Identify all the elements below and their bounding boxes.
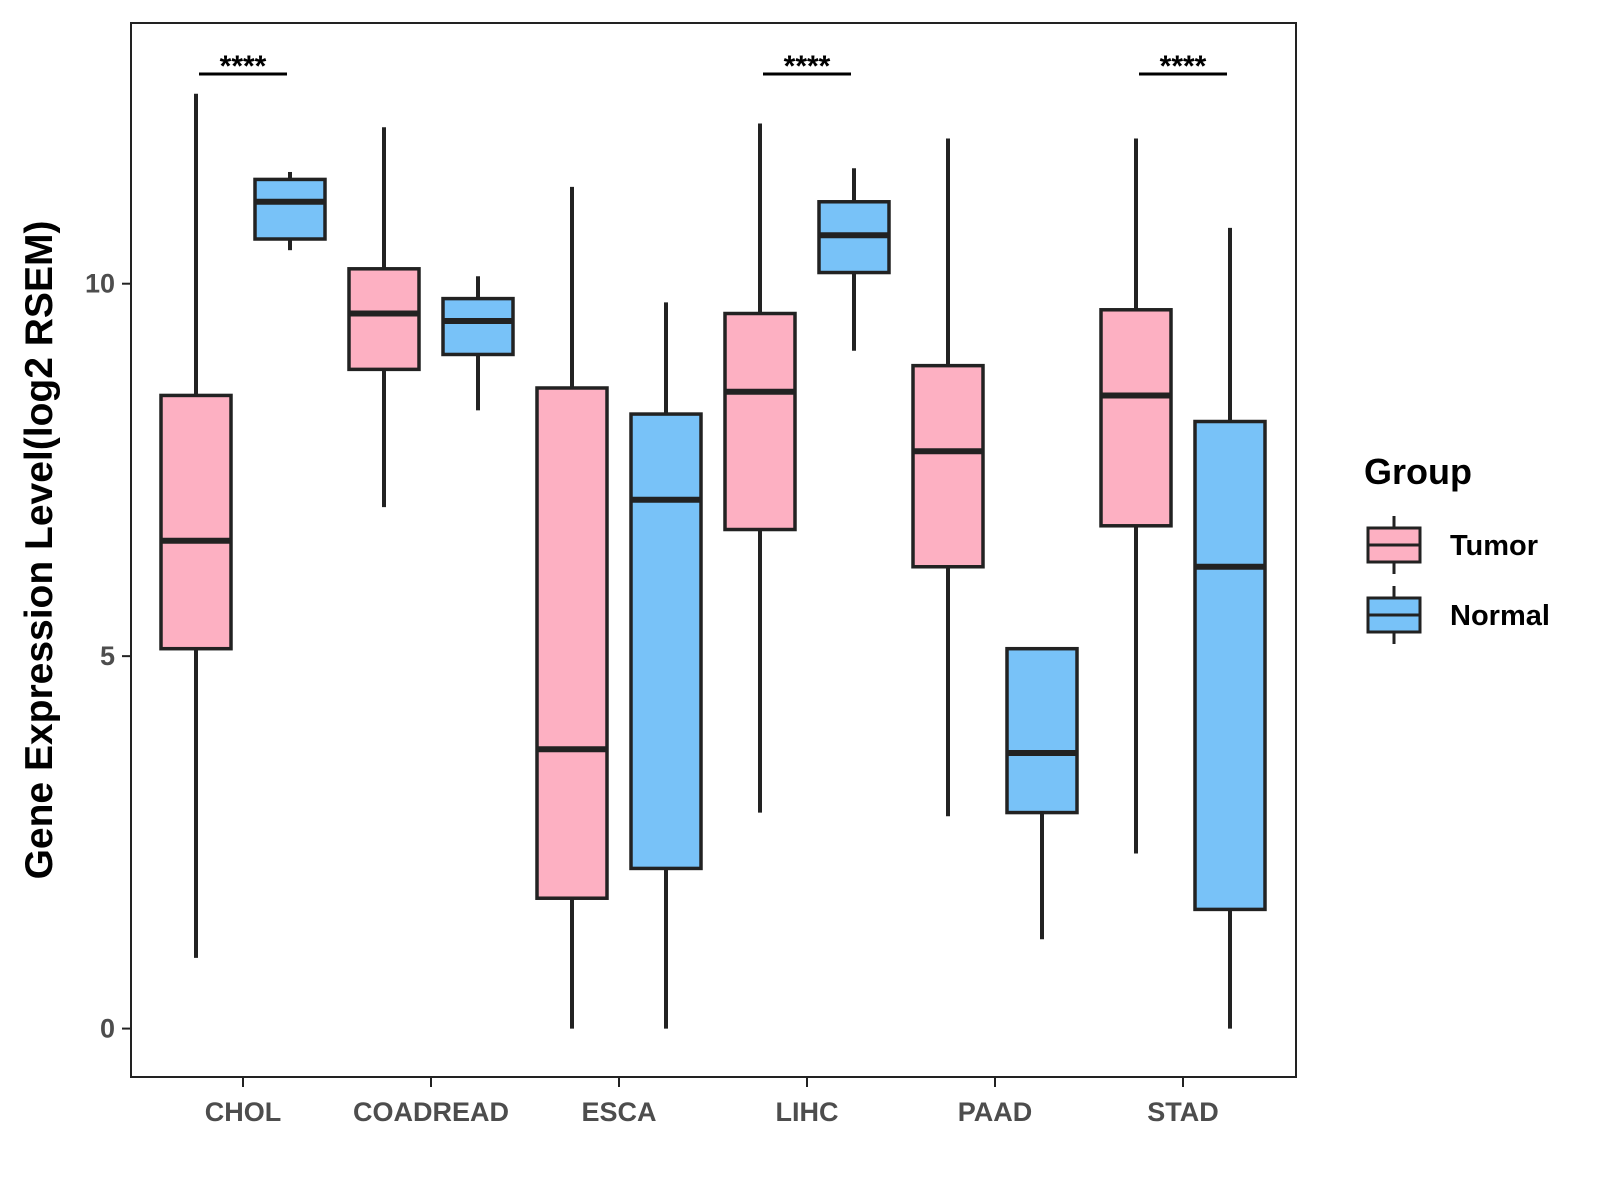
x-tick-label-4: PAAD	[958, 1097, 1033, 1127]
x-tick-label-2: ESCA	[581, 1097, 656, 1127]
legend-label-normal: Normal	[1450, 600, 1550, 632]
box-tumor-stad	[1099, 138, 1173, 854]
x-tick-label-0: CHOL	[205, 1097, 282, 1127]
box-tumor-lihc	[723, 123, 797, 813]
y-tick-label-2: 10	[85, 269, 115, 299]
box-normal-chol	[253, 171, 327, 251]
significance-annotations: **** **** ****	[199, 50, 1227, 83]
legend: Group Tumor Normal	[1364, 451, 1550, 644]
box-series	[159, 93, 1267, 1029]
box-normal-paad	[1005, 646, 1079, 940]
box-body	[535, 386, 609, 900]
box-body	[1099, 308, 1173, 528]
box-normal-lihc	[817, 168, 891, 351]
box-tumor-paad	[911, 138, 985, 817]
box-normal-esca	[629, 302, 703, 1029]
significance-label-2: ****	[1160, 50, 1207, 83]
significance-label-0: ****	[220, 50, 267, 83]
x-tick-label-5: STAD	[1147, 1097, 1219, 1127]
box-body	[1193, 419, 1267, 912]
significance-label-1: ****	[784, 50, 831, 83]
y-tick-label-1: 5	[100, 641, 115, 671]
legend-label-tumor: Tumor	[1450, 530, 1538, 562]
box-body	[159, 393, 233, 651]
legend-entry-normal: Normal	[1366, 586, 1550, 644]
legend-title: Group	[1364, 451, 1472, 492]
box-body	[911, 363, 985, 569]
x-tick-label-3: LIHC	[776, 1097, 839, 1127]
y-axis-title: Gene Expression Level(log2 RSEM)	[18, 221, 61, 880]
x-tick-label-1: COADREAD	[353, 1097, 509, 1127]
box-body	[629, 412, 703, 871]
legend-entry-tumor: Tumor	[1366, 516, 1538, 574]
box-tumor-chol	[159, 93, 233, 958]
y-tick-label-0: 0	[100, 1014, 115, 1044]
box-tumor-coadread	[347, 127, 421, 508]
box-body	[441, 296, 515, 357]
box-body	[723, 311, 797, 532]
box-body	[253, 177, 327, 241]
box-body	[347, 267, 421, 372]
box-tumor-esca	[535, 186, 609, 1029]
box-body	[1005, 646, 1079, 815]
axis-ticks: 0 5 10 CHOL COADREAD ESCA LIHC PAAD STAD	[85, 269, 1219, 1127]
box-normal-coadread	[441, 276, 515, 411]
box-normal-stad	[1193, 227, 1267, 1029]
